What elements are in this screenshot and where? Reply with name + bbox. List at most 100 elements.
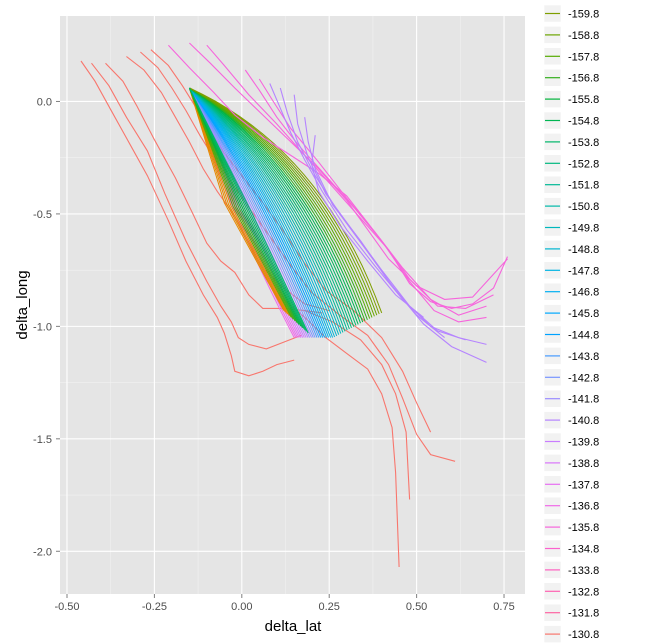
y-axis-title: delta_long xyxy=(14,270,31,339)
y-tick-label: -2.0 xyxy=(33,546,52,558)
fan-series-line xyxy=(189,87,355,327)
legend-label: -134.8 xyxy=(568,544,599,556)
legend-label: -158.8 xyxy=(568,30,599,42)
series-line xyxy=(279,87,487,363)
legend-label: -151.8 xyxy=(568,180,599,192)
legend-label: -142.8 xyxy=(568,372,599,384)
fan-series-line xyxy=(188,87,290,317)
x-tick-label: -0.50 xyxy=(54,601,79,613)
y-tick-label: -0.5 xyxy=(33,209,52,221)
legend-label: -150.8 xyxy=(568,201,599,213)
fan-series-line xyxy=(188,87,318,338)
fan-series-line xyxy=(188,87,294,320)
legend-label: -159.8 xyxy=(568,9,599,21)
fan-series-line xyxy=(189,87,361,324)
legend-label: -144.8 xyxy=(568,330,599,342)
fan-series-line xyxy=(189,87,375,317)
x-tick-label: -0.25 xyxy=(142,601,167,613)
series-line xyxy=(80,60,295,377)
fan-series-line xyxy=(189,87,378,316)
fan-series-line xyxy=(189,87,342,334)
fan-series-line xyxy=(189,87,359,325)
legend-label: -154.8 xyxy=(568,116,599,128)
legend-label: -153.8 xyxy=(568,137,599,149)
legend-label: -138.8 xyxy=(568,458,599,470)
series-line xyxy=(105,62,323,314)
series-line xyxy=(91,62,302,350)
fan-series-line xyxy=(189,87,357,326)
series-line xyxy=(304,117,445,339)
legend-label: -152.8 xyxy=(568,158,599,170)
legend: -159.8 -158.8 -157.8 -156.8 -155.8 -154.8 -153… xyxy=(543,4,599,643)
x-axis-title: delta_lat xyxy=(265,618,323,635)
legend-label: -148.8 xyxy=(568,244,599,256)
fan-series-line xyxy=(188,87,287,313)
x-axis-ticks: -0.50 -0.25 0.00 0.25 0.50 0.75 xyxy=(54,594,515,613)
fan-series-line xyxy=(188,87,305,330)
legend-label: -147.8 xyxy=(568,265,599,277)
y-tick-label: 0.0 xyxy=(37,96,52,108)
fan-series-line xyxy=(189,87,326,338)
fan-series-line xyxy=(188,87,302,327)
fan-series-line xyxy=(188,87,309,334)
legend-label: -135.8 xyxy=(568,522,599,534)
series-line xyxy=(311,135,424,318)
fan-series-line xyxy=(188,87,307,332)
legend-label: -139.8 xyxy=(568,437,599,449)
legend-label: -133.8 xyxy=(568,565,599,577)
grid-major xyxy=(60,16,525,594)
legend-label: -143.8 xyxy=(568,351,599,363)
legend-label: -155.8 xyxy=(568,94,599,106)
fan-series-line xyxy=(189,87,364,323)
y-axis-ticks: 0.0 -0.5 -1.0 -1.5 -2.0 xyxy=(33,96,60,558)
fan-series-line xyxy=(189,87,338,337)
legend-label: -145.8 xyxy=(568,308,599,320)
fan-series-line xyxy=(189,87,350,330)
fan-series-line xyxy=(188,87,316,338)
fan-series-line xyxy=(189,87,348,331)
fan-series-line xyxy=(188,87,285,311)
legend-label: -146.8 xyxy=(568,287,599,299)
legend-label: -137.8 xyxy=(568,479,599,491)
legend-label: -140.8 xyxy=(568,415,599,427)
fan-series-line xyxy=(188,87,298,323)
fan-series-line xyxy=(189,87,332,338)
legend-label: -132.8 xyxy=(568,586,599,598)
y-tick-label: -1.0 xyxy=(33,321,52,333)
x-tick-label: 0.50 xyxy=(406,601,427,613)
fan-series-line xyxy=(188,87,324,338)
fan-series-line xyxy=(189,87,346,332)
fan-series-line xyxy=(188,87,304,329)
series-line xyxy=(167,44,509,309)
fan-series-line xyxy=(188,87,288,315)
x-tick-label: 0.00 xyxy=(231,601,252,613)
fan-series-line xyxy=(188,87,300,325)
fan-series-line xyxy=(189,87,330,338)
y-tick-label: -1.5 xyxy=(33,434,52,446)
fan-series-line xyxy=(189,87,368,320)
fan-series-line xyxy=(189,87,352,328)
fan-series-line xyxy=(188,87,312,338)
fan-series-line xyxy=(189,87,371,319)
legend-label: -149.8 xyxy=(568,223,599,235)
series-line xyxy=(189,42,508,300)
fan-series-line xyxy=(189,87,373,318)
x-tick-label: 0.75 xyxy=(493,601,514,613)
series-layer xyxy=(80,42,509,568)
legend-label: -156.8 xyxy=(568,73,599,85)
fan-series-line xyxy=(189,87,328,338)
series-line xyxy=(150,49,432,433)
series-line xyxy=(269,83,487,345)
fan-series-line xyxy=(189,87,344,333)
legend-label: -141.8 xyxy=(568,394,599,406)
x-tick-label: 0.25 xyxy=(318,601,339,613)
fan-series-line xyxy=(188,87,296,322)
legend-label: -130.8 xyxy=(568,629,599,641)
fan-series-line xyxy=(188,87,314,338)
fan-series-line xyxy=(188,87,320,338)
series-line xyxy=(304,310,411,500)
legend-label: -157.8 xyxy=(568,51,599,63)
series-line xyxy=(258,78,487,316)
fan-series-line xyxy=(188,87,322,338)
